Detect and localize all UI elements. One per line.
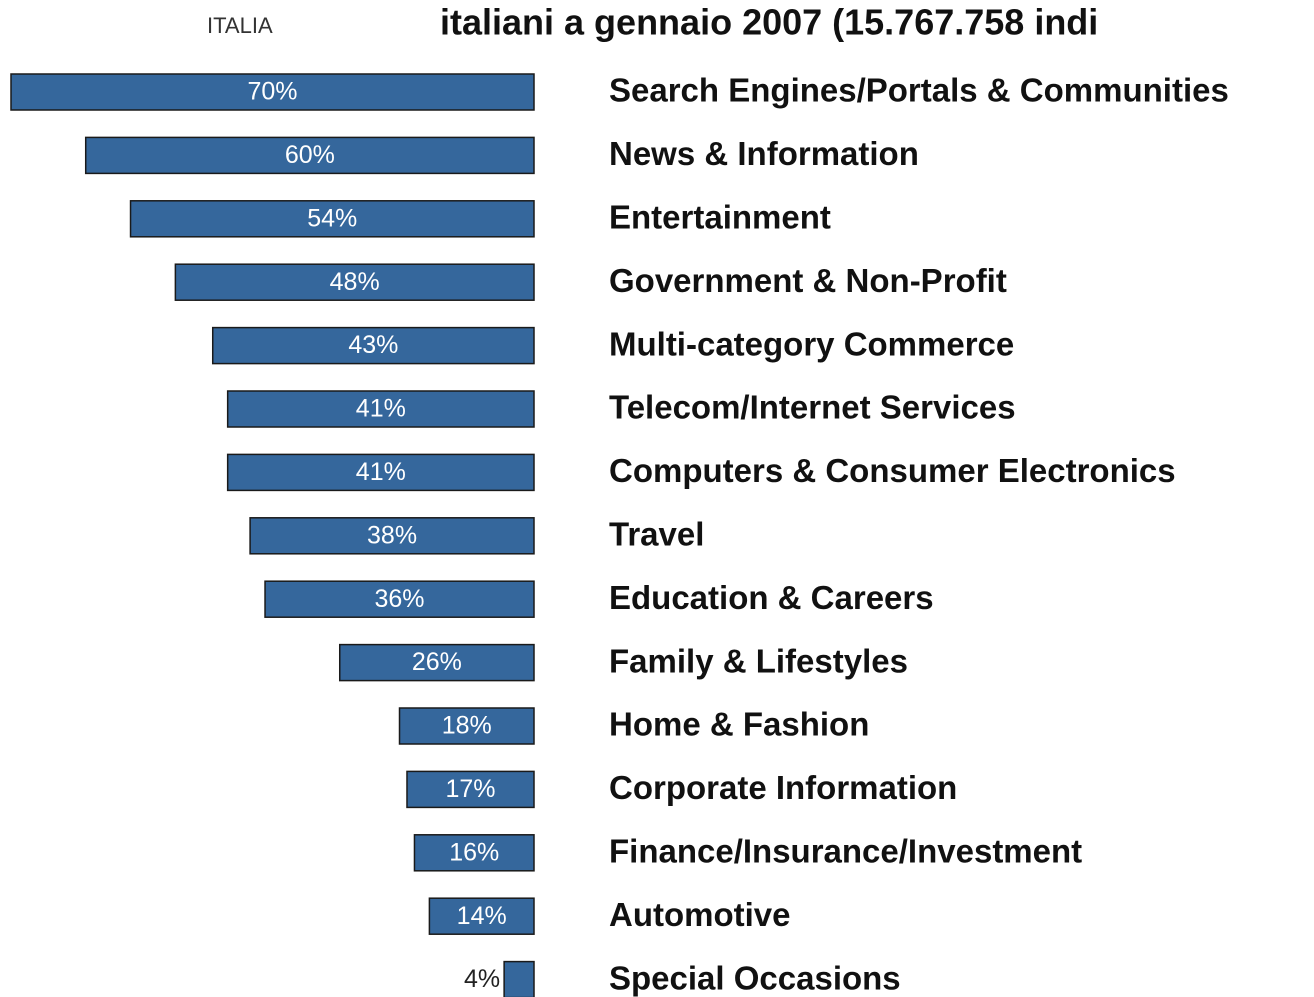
category-label: Multi-category Commerce	[609, 325, 1014, 362]
bar	[413, 834, 535, 872]
bar	[226, 390, 535, 428]
value-label: 70%	[247, 78, 297, 106]
chart-subtitle: ITALIA	[207, 13, 273, 38]
chart-title: italiani a gennaio 2007 (15.767.758 indi	[440, 2, 1098, 43]
value-label: 16%	[449, 838, 499, 866]
bar	[406, 770, 535, 809]
category-label: Travel	[609, 516, 704, 553]
bar	[226, 453, 535, 492]
category-label: Computers & Consumer Electronics	[609, 452, 1176, 489]
bar	[338, 643, 535, 682]
bar	[264, 580, 535, 618]
value-label: 4%	[464, 965, 500, 993]
value-label: 18%	[442, 712, 492, 740]
value-label: 17%	[445, 775, 495, 803]
category-label: Education & Careers	[609, 579, 934, 616]
value-label: 38%	[367, 521, 417, 549]
bar	[129, 200, 535, 238]
category-label: News & Information	[609, 135, 919, 172]
value-label: 48%	[330, 268, 380, 296]
category-label: Entertainment	[609, 199, 831, 236]
value-label: 43%	[348, 331, 398, 359]
category-label: Corporate Information	[609, 769, 957, 806]
value-label: 36%	[374, 585, 424, 613]
bar	[174, 263, 535, 301]
bar	[211, 326, 535, 365]
bar	[503, 960, 535, 997]
value-label: 60%	[285, 141, 335, 169]
value-label: 54%	[307, 204, 357, 232]
bar	[428, 897, 535, 935]
value-label: 41%	[356, 395, 406, 423]
category-label: Telecom/Internet Services	[609, 389, 1016, 426]
value-label: 41%	[356, 458, 406, 486]
bar	[84, 136, 535, 175]
category-label: Special Occasions	[609, 959, 901, 996]
category-label: Family & Lifestyles	[609, 642, 908, 679]
category-label: Government & Non-Profit	[609, 262, 1007, 299]
category-label: Home & Fashion	[609, 706, 869, 743]
bar	[10, 73, 535, 111]
value-label: 14%	[457, 902, 507, 930]
bar	[398, 707, 535, 745]
category-label: Finance/Insurance/Investment	[609, 833, 1082, 870]
bar	[249, 517, 535, 555]
category-label: Search Engines/Portals & Communities	[609, 72, 1229, 109]
category-label: Automotive	[609, 896, 791, 933]
value-label: 26%	[412, 648, 462, 676]
